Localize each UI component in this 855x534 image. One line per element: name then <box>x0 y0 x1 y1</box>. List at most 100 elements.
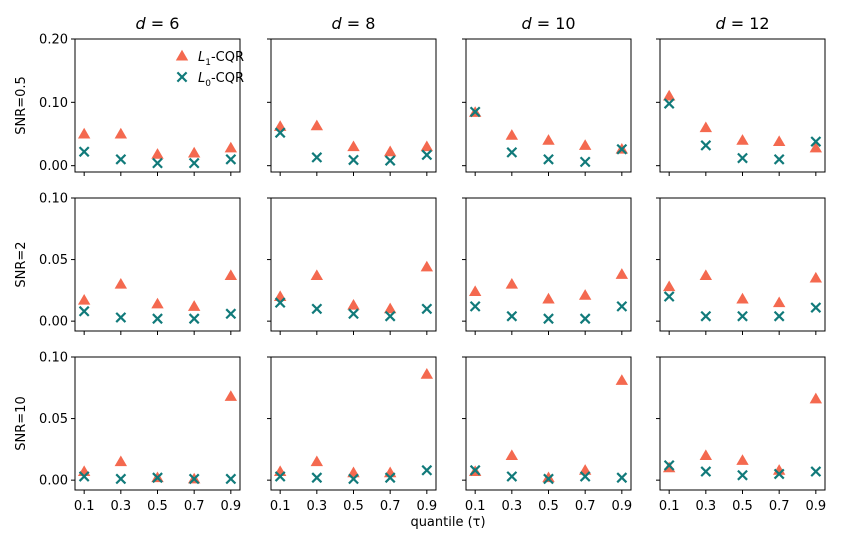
l1-cqr-point <box>420 140 434 152</box>
x-tick-label: 0.9 <box>805 499 826 514</box>
l1-cqr-point <box>505 129 519 140</box>
row-label: SNR=10 <box>14 396 29 450</box>
marker-stroke <box>348 473 359 485</box>
legend-suffix: -CQR <box>211 50 244 65</box>
l1-cqr-point <box>347 140 360 152</box>
l0-cqr-point <box>188 313 200 325</box>
l0-cqr-point <box>543 313 554 325</box>
marker-stroke <box>78 305 90 317</box>
row-label: SNR=2 <box>14 241 29 287</box>
x-tick-label: 0.5 <box>732 499 753 514</box>
l0-cqr-point <box>115 153 127 165</box>
marker-stroke <box>469 106 481 118</box>
legend-label: L0-CQR <box>198 71 244 89</box>
marker-stroke <box>737 310 748 322</box>
marker-stroke <box>311 472 323 484</box>
marker-stroke <box>384 472 396 484</box>
marker-stroke <box>737 152 748 164</box>
title-var: d <box>715 14 726 33</box>
marker-stroke <box>773 310 785 322</box>
l1-cqr-point <box>114 127 128 139</box>
l0-cqr-point <box>115 312 127 323</box>
y-tick-label: 0.10 <box>39 96 68 111</box>
x-tick-label: 0.9 <box>220 499 241 514</box>
l0-cqr-point <box>225 153 237 165</box>
marker-stroke <box>311 152 323 163</box>
l1-cqr-point <box>615 268 629 279</box>
panel-row3-col2: 0.1 0.3 0.5 0.7 0.9 <box>267 356 437 514</box>
figure-x-axis-label: quantile (τ) <box>410 515 485 530</box>
l1-cqr-point <box>809 271 823 283</box>
l1-cqr-point <box>736 454 749 465</box>
marker-stroke <box>506 471 518 482</box>
l1-cqr-point <box>77 127 91 139</box>
marker-stroke <box>469 300 481 312</box>
l0-cqr-point <box>274 471 286 482</box>
marker-stroke <box>469 464 481 476</box>
l0-cqr-point <box>737 152 748 164</box>
panel-row3-col4: 0.1 0.3 0.5 0.7 0.9 <box>656 356 826 514</box>
l0-cqr-point <box>274 297 286 309</box>
title-value: = 10 <box>532 14 576 33</box>
marker-stroke <box>421 303 433 315</box>
marker-stroke <box>311 303 323 315</box>
marker-stroke <box>115 312 127 323</box>
l1-cqr-point <box>114 278 128 289</box>
l0-cqr-point <box>421 303 433 315</box>
panel-row1-col4: d = 12 <box>656 14 826 176</box>
l1-cqr-point <box>662 89 676 101</box>
l1-cqr-point <box>224 390 238 401</box>
l0-cqr-point <box>78 471 90 482</box>
l1-cqr-point <box>224 141 238 153</box>
marker-stroke <box>810 302 822 313</box>
marker-stroke <box>225 308 237 320</box>
marker-stroke <box>78 146 90 158</box>
l1-cqr-point <box>699 449 713 460</box>
l1-cqr-point <box>383 302 397 314</box>
y-tick-label: 0.10 <box>39 351 68 366</box>
l1-cqr-point <box>77 465 91 476</box>
l0-cqr-point <box>543 473 554 485</box>
marker-stroke <box>810 466 822 477</box>
l0-cqr-point <box>274 127 286 139</box>
l0-cqr-point <box>616 472 628 484</box>
title-var: d <box>332 14 343 33</box>
l0-cqr-point <box>773 468 785 480</box>
l0-cqr-point <box>773 310 785 322</box>
marker-stroke <box>543 473 554 485</box>
l0-cqr-point <box>311 303 323 315</box>
marker-stroke <box>188 157 200 169</box>
l0-cqr-point <box>616 143 628 155</box>
l1-cqr-point <box>114 455 128 467</box>
l0-cqr-point <box>700 466 712 477</box>
marker-stroke <box>152 313 163 325</box>
l1-cqr-point <box>347 298 360 310</box>
marker-stroke <box>700 310 712 322</box>
l0-cqr-point <box>506 146 518 158</box>
panel-row3-col3: 0.1 0.3 0.5 0.7 0.9 <box>462 356 632 514</box>
marker-stroke <box>188 313 200 325</box>
l1-cqr-point <box>772 135 786 147</box>
marker-stroke <box>384 310 396 322</box>
l0-cqr-point <box>225 473 237 485</box>
row-label: SNR=0.5 <box>14 76 29 135</box>
marker-stroke <box>579 156 591 168</box>
marker-stroke <box>616 300 628 312</box>
column-title: d = 6 <box>136 14 180 33</box>
plot-frame <box>465 38 632 173</box>
l0-cqr-point <box>700 140 712 151</box>
l1-cqr-point <box>224 269 238 281</box>
plot-frame <box>659 197 826 332</box>
x-tick-label: 0.3 <box>501 499 522 514</box>
l0-cqr-point <box>663 98 675 109</box>
column-title: d = 10 <box>521 14 575 33</box>
x-tick-label: 0.1 <box>270 499 291 514</box>
l0-cqr-point <box>469 464 481 476</box>
l1-cqr-point <box>662 461 676 473</box>
l0-cqr-point <box>616 300 628 312</box>
plot-frame <box>270 197 437 332</box>
y-tick-label: 0.00 <box>39 315 68 330</box>
x-tick-label: 0.1 <box>465 499 486 514</box>
